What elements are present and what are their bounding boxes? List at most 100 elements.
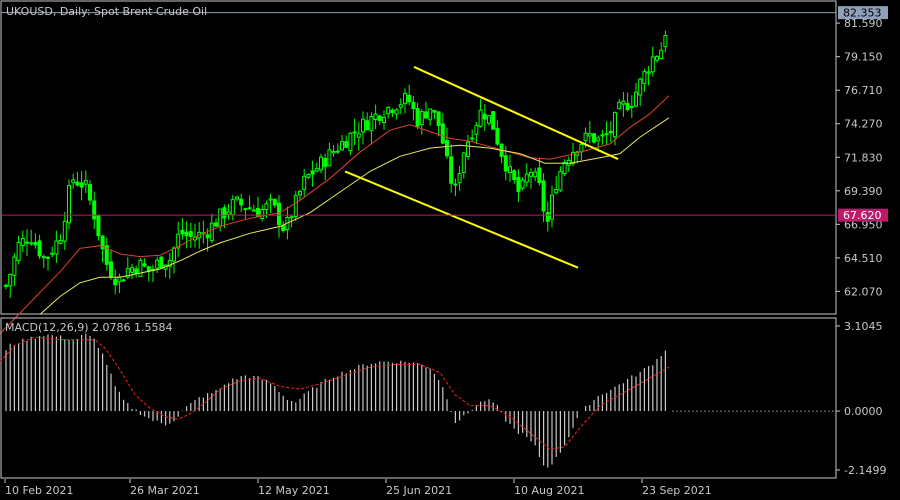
candle — [596, 135, 601, 152]
candle — [554, 175, 559, 195]
candles — [4, 30, 668, 299]
candle — [323, 153, 328, 181]
candle — [398, 98, 403, 115]
candle — [453, 178, 458, 197]
candle — [235, 195, 239, 202]
candle — [587, 121, 592, 144]
candle — [180, 218, 185, 240]
candle — [415, 102, 420, 130]
trendline[interactable] — [413, 66, 619, 160]
candle — [243, 207, 248, 220]
candle — [272, 198, 277, 208]
candle — [130, 263, 134, 280]
candle — [335, 143, 340, 155]
current-price-label: 82.353 — [838, 6, 888, 20]
candle — [109, 249, 113, 281]
candle — [533, 167, 538, 182]
candle — [29, 229, 34, 246]
candle — [642, 68, 647, 92]
macd-label: MACD(12,26,9) 2.0786 1.5584 — [5, 321, 173, 334]
candle — [50, 246, 55, 258]
candle — [634, 82, 638, 108]
candle — [20, 230, 25, 253]
candle — [524, 163, 529, 187]
chart-title: UKOUSD, Daily: Spot Brent Crude Oil — [6, 5, 207, 18]
candle — [445, 127, 449, 159]
candle — [54, 230, 59, 263]
candle — [424, 101, 428, 119]
candle — [33, 233, 38, 249]
candle — [365, 112, 370, 131]
candle — [293, 190, 298, 222]
candle — [512, 168, 517, 184]
candle — [58, 234, 63, 245]
macd-axis[interactable]: 3.1045 0.0000 -2.1499 — [836, 320, 886, 477]
candle — [302, 169, 307, 197]
candle — [377, 114, 382, 125]
candle — [655, 55, 659, 63]
trendlines[interactable] — [344, 66, 619, 269]
candle — [155, 256, 160, 274]
candle — [482, 104, 487, 132]
candle — [113, 269, 118, 295]
candle — [314, 162, 319, 173]
candle — [16, 235, 21, 264]
candle — [487, 115, 491, 126]
candle — [541, 173, 546, 223]
candle — [600, 130, 605, 145]
candle — [188, 222, 193, 248]
candle — [461, 151, 466, 179]
candle — [277, 195, 281, 238]
candle — [436, 111, 441, 137]
candle — [394, 108, 399, 120]
trendline[interactable] — [344, 170, 579, 269]
candle — [104, 237, 109, 271]
candle — [470, 129, 475, 142]
candle — [298, 189, 302, 201]
candle — [83, 170, 88, 193]
candle — [92, 191, 97, 230]
candle — [159, 255, 164, 269]
candle — [340, 134, 344, 152]
candle — [121, 278, 126, 282]
svg-text:67.620: 67.620 — [843, 209, 882, 222]
candle — [457, 165, 462, 191]
macd-tick-label: 0.0000 — [844, 405, 883, 418]
price-axis[interactable]: 81.59079.15076.71074.27071.83069.39066.9… — [836, 17, 883, 298]
time-tick-label: 12 May 2021 — [258, 484, 330, 497]
candle — [176, 221, 181, 258]
price-pane[interactable]: UKOUSD, Daily: Spot Brent Crude Oil — [0, 0, 837, 334]
price-tick-label: 81.590 — [844, 17, 883, 30]
time-axis[interactable]: 10 Feb 2021 26 Mar 2021 12 May 2021 25 Jun … — [4, 479, 712, 497]
candle — [478, 98, 483, 128]
candle — [209, 213, 214, 243]
time-tick-label: 23 Sep 2021 — [642, 484, 712, 497]
candle — [268, 193, 273, 214]
candle — [390, 108, 395, 117]
candle — [281, 221, 286, 233]
candle — [592, 132, 596, 144]
candle — [403, 88, 407, 114]
candle — [88, 180, 92, 205]
candle — [608, 121, 613, 143]
candle — [516, 169, 521, 203]
candle — [621, 92, 626, 117]
candle — [625, 92, 630, 112]
candle — [529, 168, 533, 189]
candle — [4, 283, 8, 290]
macd-pane[interactable]: MACD(12,26,9) 2.0786 1.5584 — [0, 317, 837, 479]
price-tick-label: 64.510 — [844, 252, 883, 265]
candle — [419, 108, 424, 135]
macd-tick-label: 3.1045 — [844, 320, 883, 333]
macd-signal-line — [0, 336, 670, 450]
candle — [344, 135, 349, 148]
candle — [537, 157, 542, 186]
time-tick-label: 26 Mar 2021 — [130, 484, 200, 497]
macd-tick-label: -2.1499 — [844, 464, 886, 477]
candle — [100, 234, 105, 263]
candle — [214, 218, 218, 227]
time-tick-label: 10 Aug 2021 — [514, 484, 584, 497]
price-tick-label: 69.390 — [844, 185, 883, 198]
svg-text:82.353: 82.353 — [843, 7, 882, 20]
